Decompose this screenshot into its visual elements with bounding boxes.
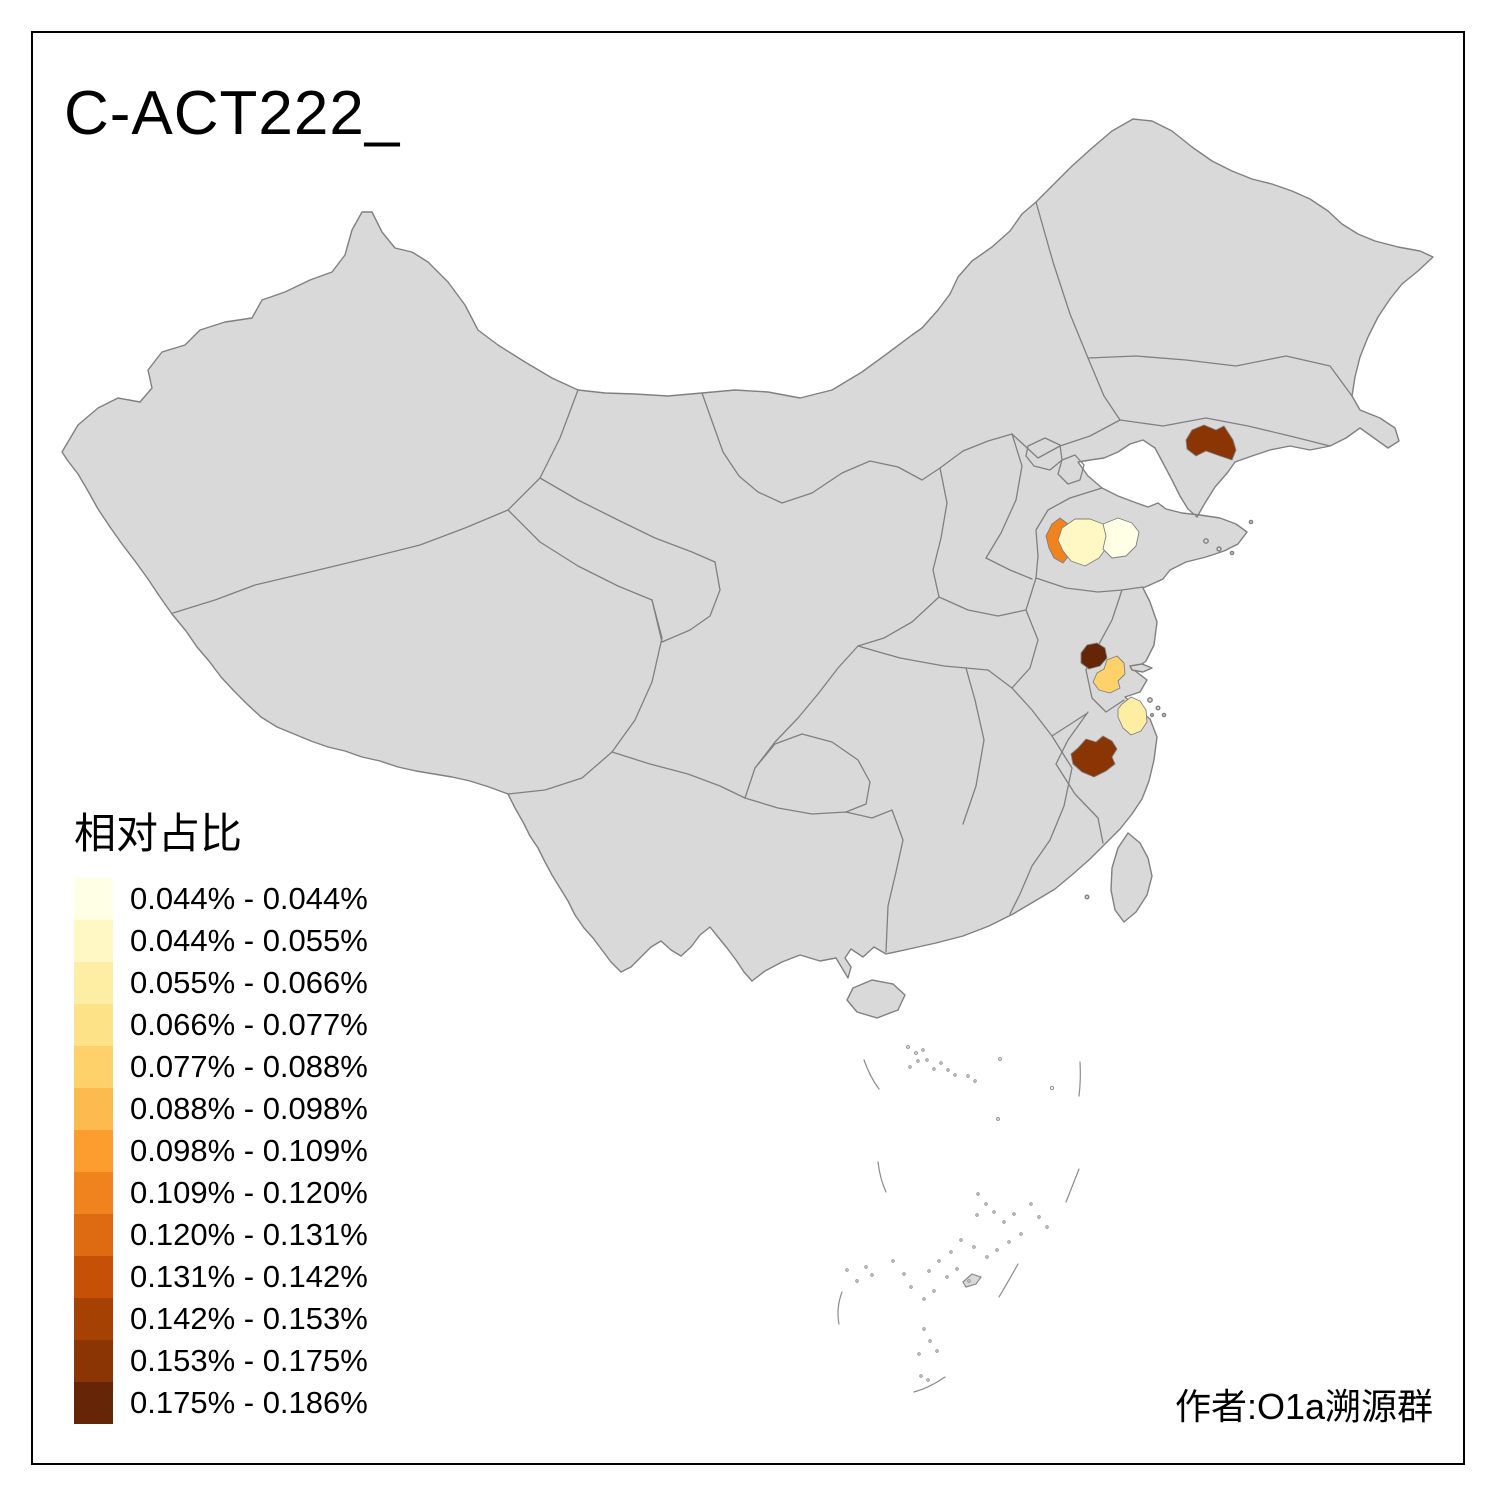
legend-color-swatch	[74, 1046, 113, 1089]
legend-item: 0.109% - 0.120%	[74, 1172, 368, 1215]
legend-range-label: 0.142% - 0.153%	[130, 1301, 368, 1337]
legend-item: 0.142% - 0.153%	[74, 1298, 368, 1341]
legend-item: 0.131% - 0.142%	[74, 1256, 368, 1299]
legend-item: 0.066% - 0.077%	[74, 1004, 368, 1047]
legend-color-swatch	[74, 1256, 113, 1299]
region-zhejiang-coastal	[1118, 697, 1147, 735]
legend-item: 0.077% - 0.088%	[74, 1046, 368, 1089]
taiwan-island	[1111, 833, 1152, 922]
region-liaoning-dandong	[1186, 425, 1236, 460]
legend-item: 0.098% - 0.109%	[74, 1130, 368, 1173]
region-shandong-east	[1103, 518, 1139, 558]
chongming-island	[1130, 664, 1152, 672]
highlighted-regions	[1046, 425, 1236, 777]
legend-title: 相对占比	[74, 810, 243, 857]
region-zhejiang-jinhua	[1071, 736, 1117, 777]
legend-color-swatch	[74, 920, 113, 963]
south-china-sea-features	[838, 1045, 1080, 1392]
legend-range-label: 0.131% - 0.142%	[130, 1259, 368, 1295]
coastal-islets	[1084, 519, 1254, 900]
legend-item: 0.088% - 0.098%	[74, 1088, 368, 1131]
legend-color-swatch	[74, 1130, 113, 1173]
legend-color-swatch	[74, 1172, 113, 1215]
legend-items: 0.044% - 0.044% 0.044% - 0.055% 0.055% - 0…	[74, 878, 368, 1425]
legend-color-swatch	[74, 1382, 113, 1425]
legend-range-label: 0.066% - 0.077%	[130, 1007, 368, 1043]
legend-color-swatch	[74, 1340, 113, 1383]
legend-range-label: 0.109% - 0.120%	[130, 1175, 368, 1211]
legend-item: 0.044% - 0.044%	[74, 878, 368, 921]
legend-range-label: 0.153% - 0.175%	[130, 1343, 368, 1379]
legend-item: 0.055% - 0.066%	[74, 962, 368, 1005]
province-borders	[173, 202, 1352, 952]
legend-color-swatch	[74, 962, 113, 1005]
tianjin-border	[1058, 455, 1084, 484]
legend-item: 0.120% - 0.131%	[74, 1214, 368, 1257]
legend-range-label: 0.098% - 0.109%	[130, 1133, 368, 1169]
beijing-border	[1026, 438, 1062, 470]
legend: 相对占比 0.044% - 0.044% 0.044% - 0.055% 0.055…	[74, 810, 368, 1425]
legend-range-label: 0.055% - 0.066%	[130, 965, 368, 1001]
region-jiangsu-light	[1093, 656, 1125, 693]
legend-range-label: 0.120% - 0.131%	[130, 1217, 368, 1253]
legend-item: 0.153% - 0.175%	[74, 1340, 368, 1383]
legend-range-label: 0.044% - 0.044%	[130, 881, 368, 917]
legend-range-label: 0.088% - 0.098%	[130, 1091, 368, 1127]
legend-color-swatch	[74, 1214, 113, 1257]
legend-range-label: 0.044% - 0.055%	[130, 923, 368, 959]
legend-item: 0.044% - 0.055%	[74, 920, 368, 963]
attribution-text: 作者:O1a溯源群	[1174, 1386, 1433, 1427]
sea-islet-dots	[845, 1045, 1055, 1382]
legend-item: 0.175% - 0.186%	[74, 1382, 368, 1425]
legend-range-label: 0.175% - 0.186%	[130, 1385, 368, 1421]
region-jiangsu-dark	[1081, 643, 1107, 669]
hainan-island	[847, 980, 905, 1018]
legend-color-swatch	[74, 1004, 113, 1047]
sea-islet-filled	[963, 1274, 981, 1287]
legend-color-swatch	[74, 1298, 113, 1341]
legend-range-label: 0.077% - 0.088%	[130, 1049, 368, 1085]
legend-color-swatch	[74, 1088, 113, 1131]
legend-color-swatch	[74, 878, 113, 921]
plot-title: C-ACT222_	[64, 79, 401, 148]
region-shandong-central	[1058, 519, 1110, 566]
